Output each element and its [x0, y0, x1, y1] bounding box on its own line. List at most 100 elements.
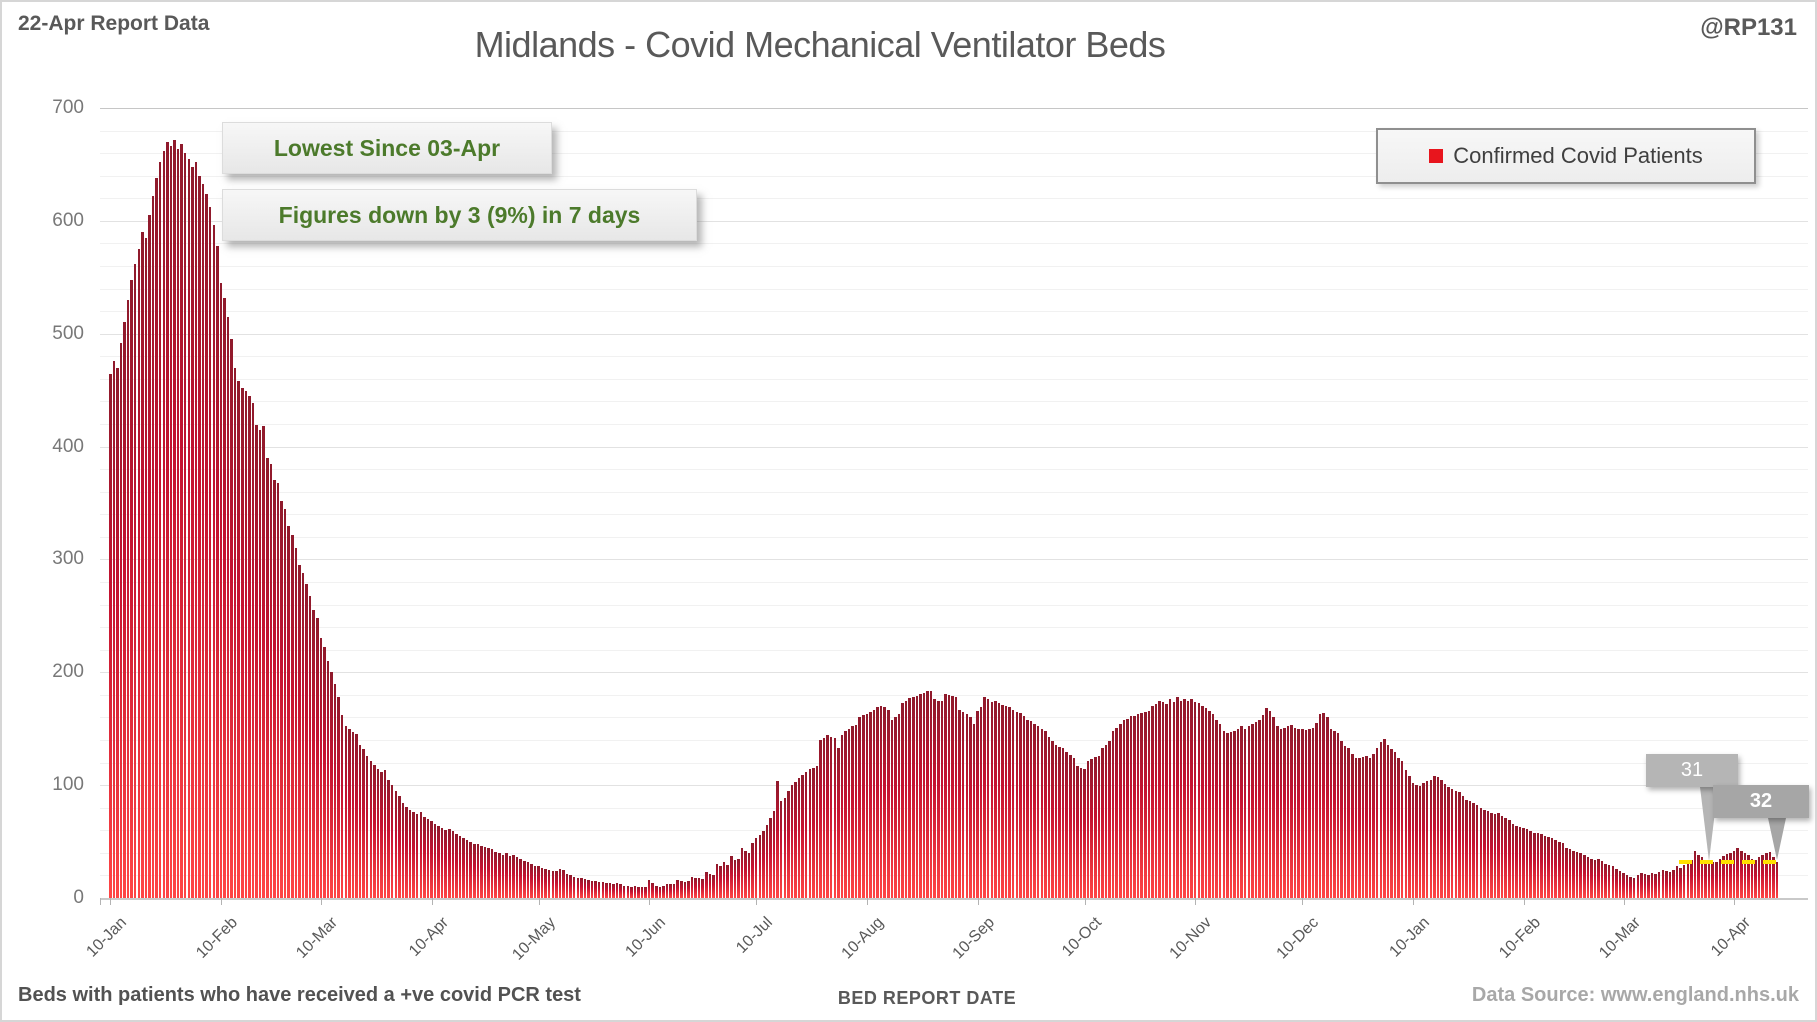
bar — [116, 367, 119, 898]
bar — [1190, 699, 1193, 898]
bar — [1193, 701, 1197, 898]
gridline — [100, 807, 1808, 809]
bar — [198, 175, 201, 898]
bar — [487, 848, 490, 898]
bar — [797, 778, 801, 898]
bar — [1533, 832, 1536, 898]
bar — [544, 868, 547, 898]
bar — [979, 707, 983, 898]
bar — [1443, 784, 1447, 898]
bar — [990, 701, 994, 898]
bar — [530, 864, 533, 898]
x-tick-mark — [538, 898, 540, 905]
x-tick-mark — [1523, 898, 1525, 905]
bar — [794, 781, 797, 898]
bar — [787, 790, 790, 898]
bar — [1511, 823, 1515, 898]
bar — [1543, 835, 1547, 898]
bar — [1029, 720, 1033, 898]
bar — [1322, 712, 1325, 898]
bar — [1725, 853, 1729, 898]
annotation-change-text: Figures down by 3 (9%) in 7 days — [278, 201, 641, 228]
bar — [772, 811, 776, 898]
bar — [1586, 857, 1590, 898]
bar — [1168, 699, 1172, 898]
bar — [712, 875, 715, 898]
x-tick-mark — [1302, 898, 1304, 905]
bar — [901, 702, 904, 898]
bar — [922, 692, 926, 898]
bar — [1593, 859, 1597, 898]
bar — [1268, 710, 1272, 898]
bar — [1101, 747, 1104, 898]
bar — [483, 847, 487, 898]
bar — [804, 771, 808, 898]
bar — [551, 870, 555, 898]
bar — [1176, 697, 1179, 898]
bar — [237, 381, 240, 898]
bar — [933, 699, 936, 898]
annotation-lowest-text: Lowest Since 03-Apr — [273, 134, 501, 161]
bar — [1454, 790, 1457, 898]
bar — [1197, 702, 1201, 898]
bar — [1629, 876, 1632, 898]
bar — [191, 166, 194, 898]
bar — [1265, 708, 1268, 898]
x-tick-mark — [649, 898, 651, 905]
bar — [351, 732, 355, 898]
bar — [1468, 800, 1472, 898]
bar — [330, 672, 333, 898]
bar — [1251, 724, 1254, 898]
bar — [1675, 866, 1679, 898]
bar — [826, 735, 829, 898]
gridline — [100, 604, 1808, 606]
bar — [1665, 870, 1668, 898]
bar — [473, 843, 476, 898]
bar — [141, 232, 144, 898]
bar — [148, 215, 151, 898]
gridline — [100, 266, 1808, 267]
bar — [1686, 863, 1689, 898]
bar — [390, 785, 394, 898]
bar — [1186, 700, 1190, 898]
legend-series-marker-icon — [1429, 149, 1444, 163]
bar — [373, 764, 376, 898]
bar — [1126, 718, 1129, 898]
gridline — [100, 446, 1808, 448]
bar — [1343, 745, 1347, 898]
bar — [619, 884, 622, 898]
bar — [958, 709, 961, 898]
bar — [369, 761, 373, 898]
bar — [947, 694, 951, 898]
bar — [1033, 724, 1036, 898]
bar — [280, 500, 283, 898]
bar — [1772, 857, 1775, 898]
bar — [287, 525, 290, 898]
bar — [130, 279, 133, 898]
gridline — [100, 627, 1808, 629]
bar — [162, 150, 166, 898]
bar — [1500, 815, 1504, 898]
legend-series-label: Confirmed Covid Patients — [1453, 143, 1703, 168]
x-tick-label: 10-Aug — [838, 914, 887, 963]
bar — [651, 883, 654, 898]
bar — [822, 737, 826, 898]
bar — [344, 726, 348, 898]
bar — [862, 715, 865, 898]
bar — [158, 162, 162, 898]
bar — [419, 812, 422, 898]
bar — [1054, 744, 1058, 898]
bar — [951, 695, 954, 898]
bar — [1215, 719, 1218, 898]
bar — [1311, 727, 1315, 898]
gridline — [100, 401, 1808, 403]
bar — [1301, 728, 1304, 898]
bar — [1090, 759, 1093, 898]
bar — [976, 710, 979, 898]
bar — [1636, 875, 1640, 898]
bar — [1375, 747, 1379, 898]
bar — [365, 755, 369, 898]
bar — [1129, 716, 1133, 898]
bar — [1293, 727, 1297, 898]
bar — [708, 874, 712, 898]
